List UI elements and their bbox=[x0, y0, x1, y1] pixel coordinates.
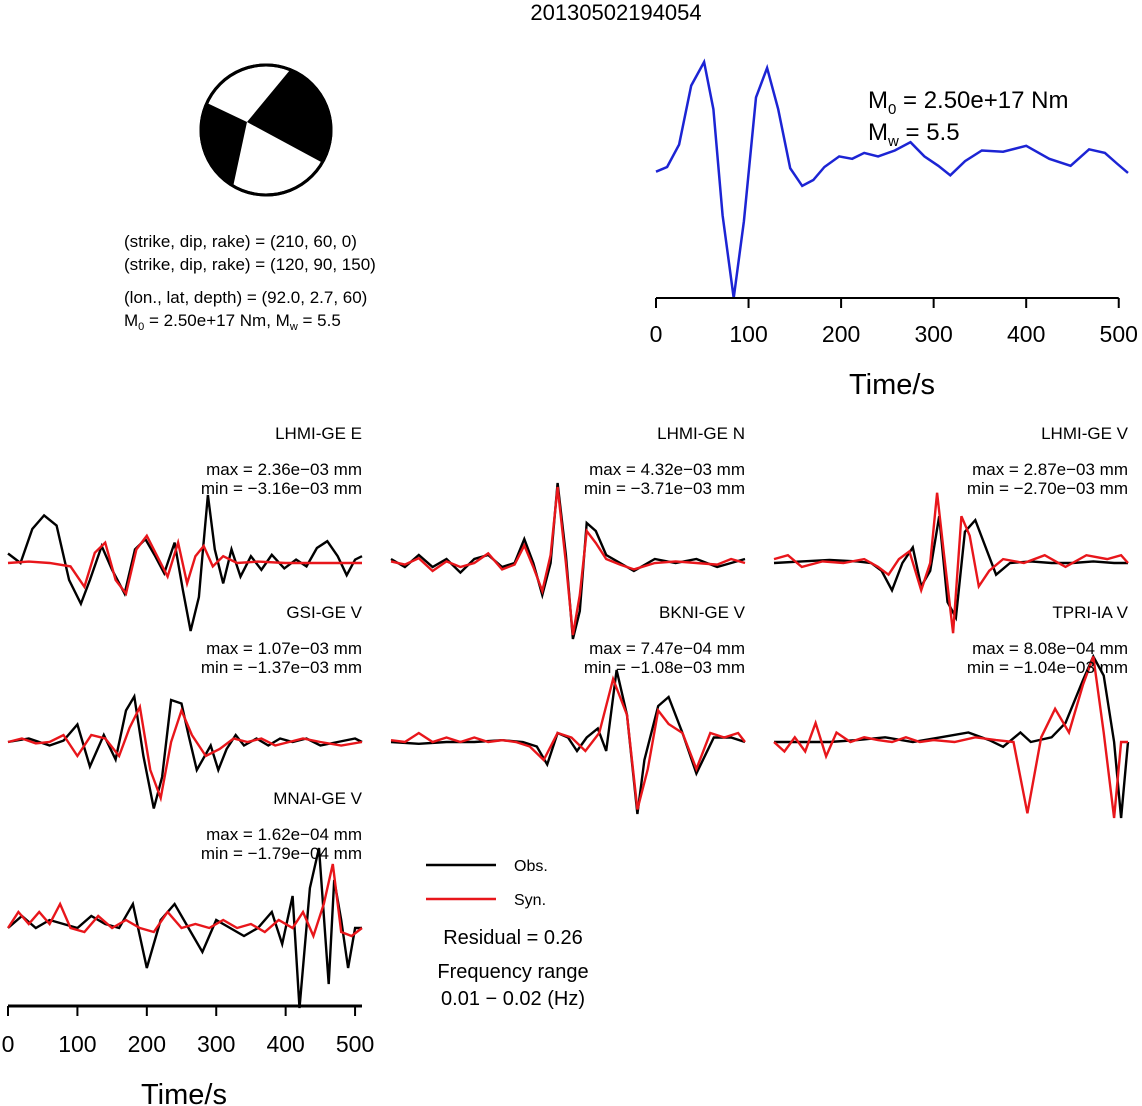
wave-tick-label-200: 200 bbox=[128, 1031, 166, 1057]
figure-title: 20130502194054 bbox=[530, 0, 701, 25]
legend: Obs. Syn. bbox=[426, 858, 548, 909]
max-label-lhmi-ge-n: max = 4.32e−03 mm bbox=[589, 460, 745, 479]
syn-trace-lhmi-ge-e bbox=[7, 533, 362, 597]
syn-trace-gsi-ge-v bbox=[7, 703, 363, 803]
obs-trace-tpri-ia-v bbox=[774, 653, 1130, 819]
frequency-range-title: Frequency range bbox=[437, 961, 588, 983]
stf-tick-label-400: 400 bbox=[1007, 321, 1045, 347]
syn-trace-lhmi-ge-n bbox=[390, 486, 746, 636]
min-label-lhmi-ge-e: min = −3.16e−03 mm bbox=[201, 479, 362, 498]
wave-tick-label-500: 500 bbox=[336, 1031, 374, 1057]
stf-x-axis: 0 100 200 300 400 500 bbox=[650, 297, 1138, 347]
min-label-tpri-ia-v: min = −1.04e−03 mm bbox=[967, 658, 1128, 677]
stf-tick-label-500: 500 bbox=[1100, 321, 1138, 347]
stf-tick-label-300: 300 bbox=[914, 321, 952, 347]
min-label-lhmi-ge-n: min = −3.71e−03 mm bbox=[584, 479, 745, 498]
min-label-lhmi-ge-v: min = −2.70e−03 mm bbox=[967, 479, 1128, 498]
wave-tick-label-100: 100 bbox=[58, 1031, 96, 1057]
wave-tick-label-300: 300 bbox=[197, 1031, 235, 1057]
max-label-tpri-ia-v: max = 8.08e−04 mm bbox=[972, 639, 1128, 658]
syn-trace-bkni-ge-v bbox=[390, 675, 746, 810]
stf-tick-label-100: 100 bbox=[729, 321, 767, 347]
residual-text: Residual = 0.26 bbox=[443, 927, 583, 949]
max-label-gsi-ge-v: max = 1.07e−03 mm bbox=[206, 639, 362, 658]
stf-mw-label: Mw = 5.5 bbox=[868, 119, 960, 150]
min-label-gsi-ge-v: min = −1.37e−03 mm bbox=[201, 658, 362, 677]
legend-syn-label: Syn. bbox=[514, 892, 546, 909]
legend-obs-label: Obs. bbox=[514, 858, 548, 875]
station-label-bkni-ge-v: BKNI-GE V bbox=[659, 603, 746, 622]
station-label-tpri-ia-v: TPRI-IA V bbox=[1052, 603, 1128, 622]
syn-trace-tpri-ia-v bbox=[773, 656, 1128, 819]
frequency-range-value: 0.01 − 0.02 (Hz) bbox=[441, 988, 585, 1010]
stf-curve bbox=[655, 58, 1129, 299]
min-label-mnai-ge-v: min = −1.79e−04 mm bbox=[201, 844, 362, 863]
max-label-lhmi-ge-e: max = 2.36e−03 mm bbox=[206, 460, 362, 479]
syn-trace-mnai-ge-v bbox=[6, 863, 363, 940]
moment-text: M0 = 2.50e+17 Nm, Mw = 5.5 bbox=[124, 311, 341, 333]
waveform-x-axis: 0 100 200 300 400 500 bbox=[2, 1004, 374, 1057]
station-label-lhmi-ge-e: LHMI-GE E bbox=[275, 424, 362, 443]
stf-tick-label-0: 0 bbox=[650, 321, 663, 347]
station-label-lhmi-ge-v: LHMI-GE V bbox=[1041, 424, 1129, 443]
obs-trace-bkni-ge-v bbox=[390, 669, 746, 815]
obs-trace-lhmi-ge-e bbox=[7, 494, 363, 632]
station-label-lhmi-ge-n: LHMI-GE N bbox=[657, 424, 745, 443]
wave-tick-label-0: 0 bbox=[2, 1031, 15, 1057]
min-label-bkni-ge-v: min = −1.08e−03 mm bbox=[584, 658, 745, 677]
wave-tick-label-400: 400 bbox=[266, 1031, 304, 1057]
stf-tick-label-200: 200 bbox=[822, 321, 860, 347]
plane2-text: (strike, dip, rake) = (120, 90, 150) bbox=[124, 255, 376, 274]
waveform-x-axis-title: Time/s bbox=[141, 1079, 227, 1106]
max-label-bkni-ge-v: max = 7.47e−04 mm bbox=[589, 639, 745, 658]
stf-x-axis-title: Time/s bbox=[849, 369, 935, 401]
station-label-gsi-ge-v: GSI-GE V bbox=[286, 603, 362, 622]
stf-m0-label: M0 = 2.50e+17 Nm bbox=[868, 87, 1068, 118]
station-label-mnai-ge-v: MNAI-GE V bbox=[273, 789, 362, 808]
syn-trace-lhmi-ge-v bbox=[773, 492, 1129, 634]
max-label-lhmi-ge-v: max = 2.87e−03 mm bbox=[972, 460, 1128, 479]
obs-trace-lhmi-ge-n bbox=[390, 482, 746, 640]
max-label-mnai-ge-v: max = 1.62e−04 mm bbox=[206, 825, 362, 844]
focal-mechanism-beachball bbox=[199, 63, 333, 197]
plane1-text: (strike, dip, rake) = (210, 60, 0) bbox=[124, 232, 357, 251]
location-text: (lon., lat, depth) = (92.0, 2.7, 60) bbox=[124, 288, 367, 307]
stf-panel: M0 = 2.50e+17 Nm Mw = 5.5 0 100 200 300 400 5… bbox=[650, 58, 1138, 401]
beachball-compressional-quadrant-upper bbox=[247, 70, 332, 163]
obs-trace-mnai-ge-v bbox=[7, 847, 362, 1009]
